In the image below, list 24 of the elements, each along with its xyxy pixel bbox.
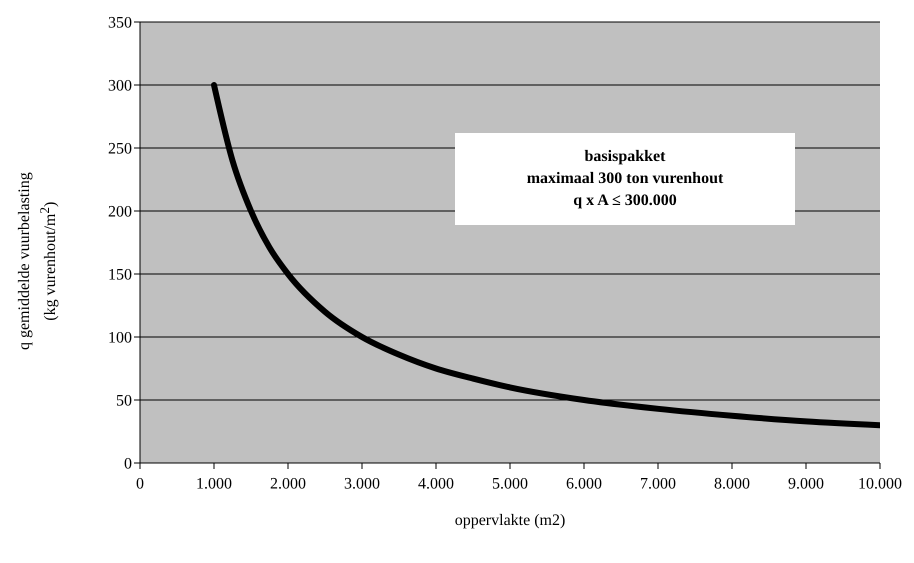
y-tick-label: 250 (108, 140, 132, 158)
annotation: maximaal 300 ton vurenhout (526, 169, 724, 189)
y-tick-label: 0 (124, 456, 132, 473)
y-tick-label: 300 (108, 78, 132, 95)
y-tick-label: 50 (116, 392, 132, 410)
x-tick-label: 2.000 (270, 475, 306, 492)
x-tick-label: 9.000 (788, 475, 824, 492)
annotation: q x A ≤ 300.000 (573, 191, 677, 211)
y-tick-label: 150 (108, 266, 132, 284)
x-axis-title: oppervlakte (m2) (454, 512, 566, 529)
x-tick-label: 5.000 (492, 475, 528, 492)
x-tick-label: 0 (136, 475, 144, 492)
x-tick-label: 3.000 (344, 475, 380, 492)
y-tick-label: 200 (108, 204, 132, 221)
x-tick-label: 8.000 (714, 475, 750, 492)
x-tick-label: 6.000 (566, 475, 602, 492)
note-box: basispakket maximaal 300 ton vurenhout q x A ≤ 300.000 (455, 133, 795, 225)
x-tick-label: 1.000 (196, 475, 232, 492)
x-tick-label: 4.000 (418, 475, 454, 492)
y-tick-label: 350 (108, 14, 132, 32)
y-tick-label: 100 (108, 330, 132, 347)
x-tick-label: 7.000 (640, 475, 676, 492)
x-tick-label: 10.000 (858, 475, 902, 492)
annotation: basispakket (584, 147, 666, 167)
